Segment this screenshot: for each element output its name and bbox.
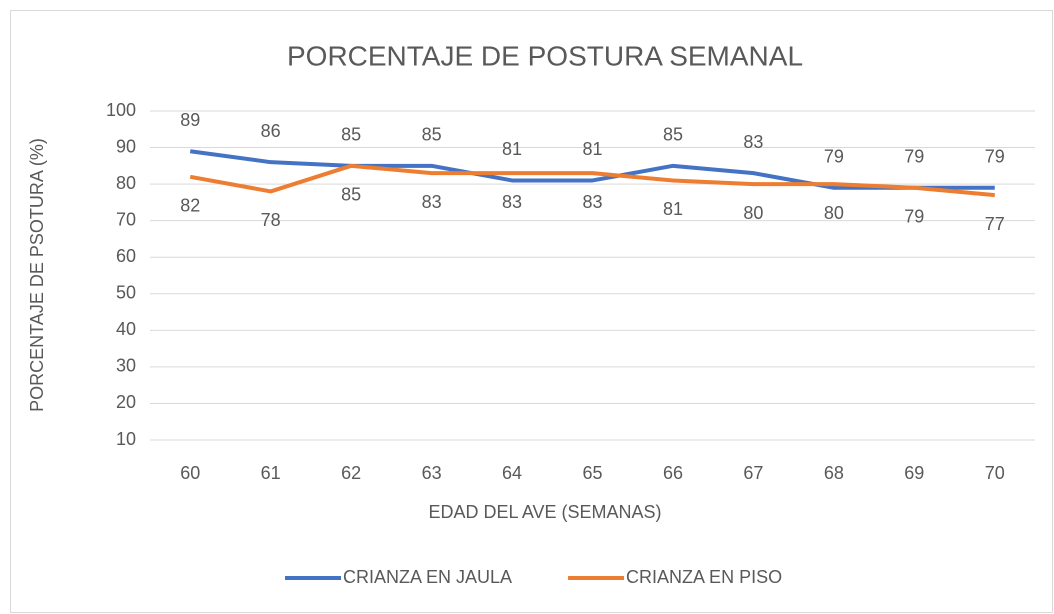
x-tick-label: 69 [904,463,924,483]
data-label: 81 [663,199,683,219]
data-label: 83 [743,132,763,152]
legend-label: CRIANZA EN PISO [626,567,782,587]
data-label: 89 [180,110,200,130]
data-label: 83 [582,192,602,212]
y-tick-label: 70 [116,209,136,229]
y-tick-label: 60 [116,246,136,266]
data-label: 85 [663,125,683,145]
data-label: 85 [341,125,361,145]
data-label: 78 [261,210,281,230]
y-tick-label: 30 [116,356,136,376]
data-label: 83 [422,192,442,212]
chart-title: PORCENTAJE DE POSTURA SEMANAL [287,40,803,71]
data-label: 79 [904,207,924,227]
data-label: 80 [743,203,763,223]
y-tick-label: 40 [116,319,136,339]
y-tick-label: 100 [106,100,136,120]
chart-border [10,10,1053,613]
x-tick-label: 63 [422,463,442,483]
data-label: 79 [824,147,844,167]
x-tick-label: 65 [582,463,602,483]
data-label: 77 [985,214,1005,234]
x-tick-label: 64 [502,463,522,483]
data-label: 80 [824,203,844,223]
y-tick-label: 50 [116,283,136,303]
y-axis-label: PORCENTAJE DE PSOTURA (%) [27,138,47,412]
data-label: 79 [985,147,1005,167]
data-label: 81 [582,139,602,159]
data-label: 82 [180,196,200,216]
data-label: 79 [904,147,924,167]
x-tick-label: 68 [824,463,844,483]
x-tick-label: 62 [341,463,361,483]
x-tick-label: 66 [663,463,683,483]
data-label: 86 [261,121,281,141]
data-label: 85 [341,185,361,205]
data-label: 83 [502,192,522,212]
data-label: 81 [502,139,522,159]
x-tick-label: 67 [743,463,763,483]
series-line [189,149,995,190]
y-tick-label: 80 [116,173,136,193]
x-axis-label: EDAD DEL AVE (SEMANAS) [428,502,661,522]
y-tick-label: 10 [116,429,136,449]
data-label: 85 [422,125,442,145]
series-line [189,163,995,198]
y-tick-label: 90 [116,136,136,156]
x-tick-label: 61 [261,463,281,483]
x-tick-label: 70 [985,463,1005,483]
y-tick-label: 20 [116,392,136,412]
legend-label: CRIANZA EN JAULA [343,567,512,587]
x-tick-label: 60 [180,463,200,483]
